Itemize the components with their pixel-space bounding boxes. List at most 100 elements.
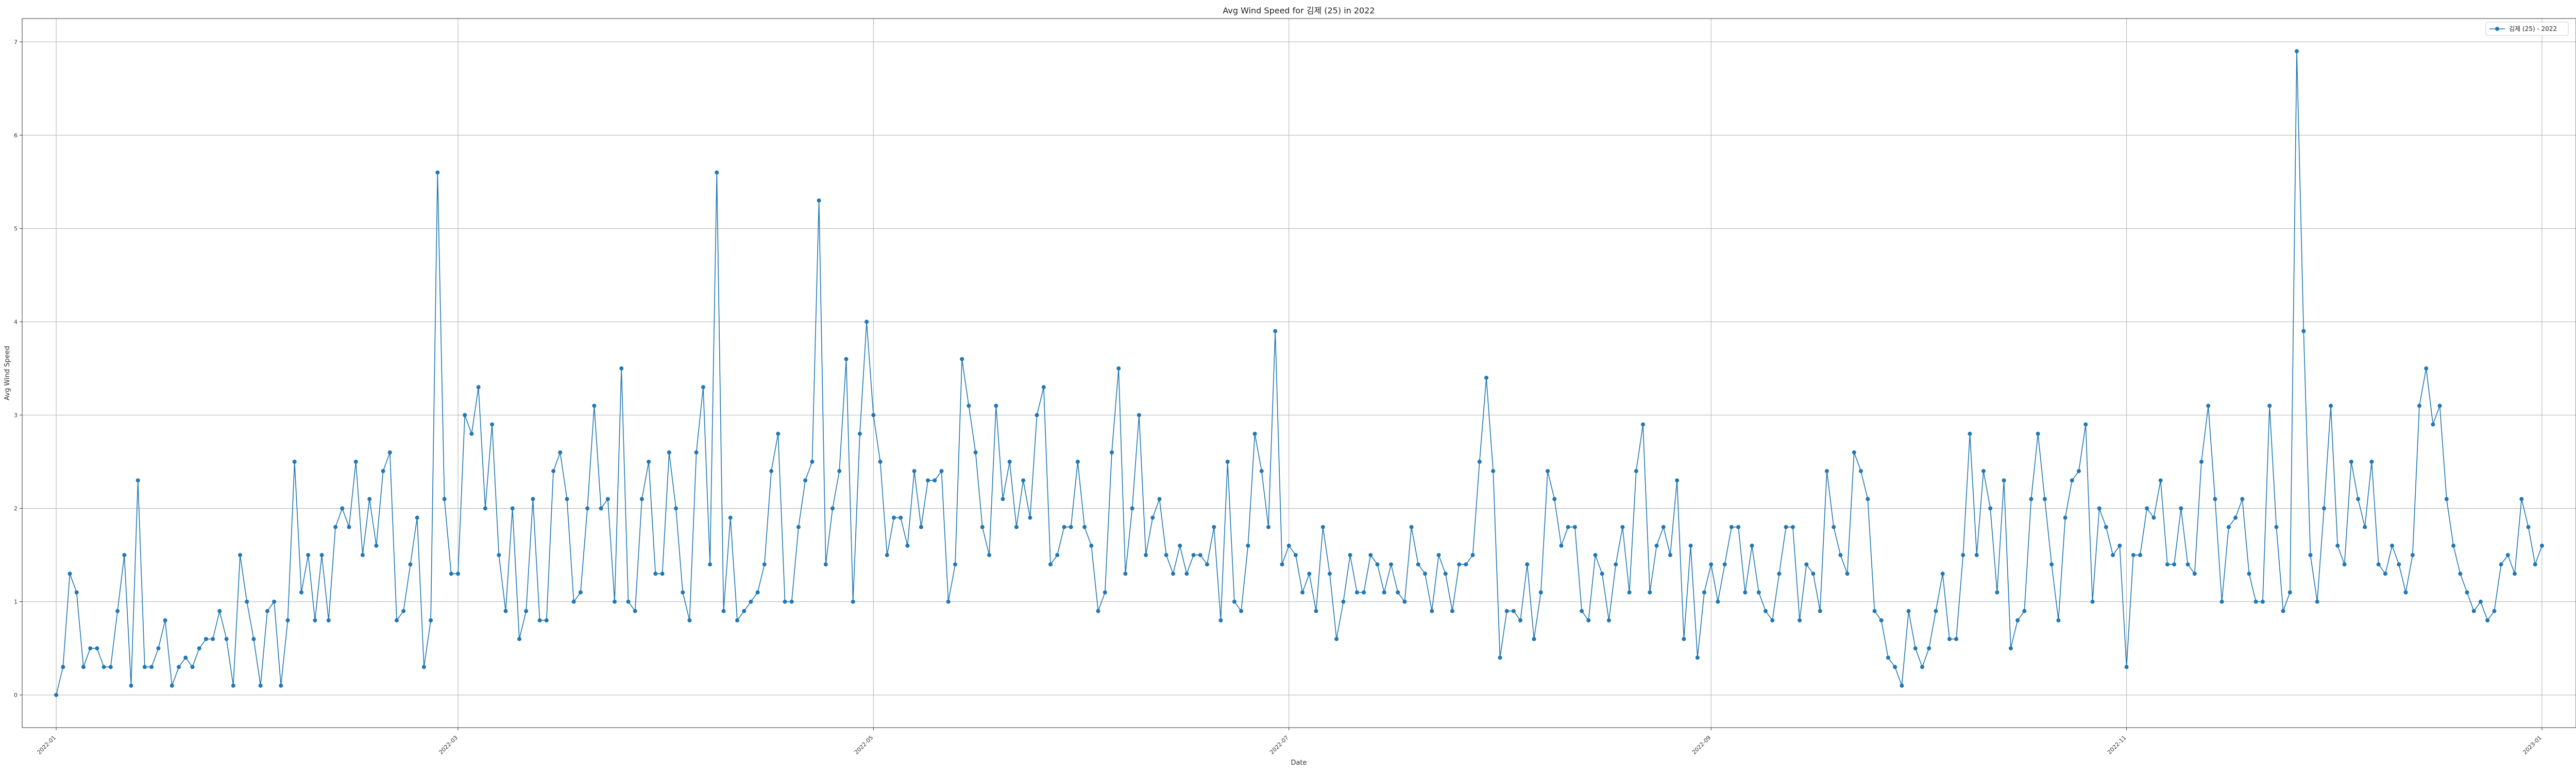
data-point xyxy=(1675,478,1680,483)
data-point xyxy=(1041,385,1046,390)
data-point xyxy=(1130,506,1134,511)
data-point xyxy=(1239,609,1244,613)
data-point xyxy=(851,599,855,604)
data-point xyxy=(2274,525,2279,529)
data-point xyxy=(905,543,910,548)
data-point xyxy=(1021,478,1026,483)
data-point xyxy=(2437,404,2442,408)
data-point xyxy=(2485,618,2490,623)
data-point xyxy=(2002,478,2006,483)
data-point xyxy=(1382,590,1386,595)
data-point xyxy=(2158,478,2163,483)
data-point xyxy=(926,478,930,483)
data-point xyxy=(1055,553,1060,558)
y-axis-label: Avg Wind Speed xyxy=(4,346,11,400)
data-point xyxy=(387,450,392,455)
data-point xyxy=(728,515,733,520)
data-point xyxy=(789,599,794,604)
y-tick-label: 4 xyxy=(14,318,18,325)
data-point xyxy=(2363,525,2367,529)
data-point xyxy=(183,656,188,660)
series-points xyxy=(54,49,2544,697)
data-point xyxy=(1477,460,1482,464)
legend-entry-label: 김제 (25) - 2022 xyxy=(2509,25,2557,32)
data-point xyxy=(2008,646,2013,651)
data-point xyxy=(1879,618,1884,623)
data-point xyxy=(1164,553,1168,558)
data-point xyxy=(1157,497,1162,501)
data-point xyxy=(565,497,569,501)
data-point xyxy=(1252,431,1257,436)
data-point xyxy=(1559,543,1564,548)
data-point xyxy=(1470,553,1475,558)
data-point xyxy=(2036,431,2040,436)
data-point xyxy=(1777,572,1782,576)
data-point xyxy=(395,618,399,623)
data-point xyxy=(1362,590,1366,595)
data-point xyxy=(429,618,433,623)
data-point xyxy=(1722,562,1727,567)
data-point xyxy=(115,609,120,613)
data-point xyxy=(1593,553,1598,558)
data-point xyxy=(592,404,597,408)
y-tick-label: 6 xyxy=(14,132,18,139)
data-point xyxy=(537,618,542,623)
legend: 김제 (25) - 2022 xyxy=(2485,22,2569,36)
data-point xyxy=(122,553,127,558)
data-point xyxy=(95,646,99,651)
data-point xyxy=(1205,562,1209,567)
data-point xyxy=(340,506,345,511)
data-point xyxy=(653,572,658,576)
data-point xyxy=(74,590,79,595)
data-point xyxy=(1546,469,1550,474)
data-point xyxy=(2179,506,2183,511)
data-point xyxy=(2172,562,2177,567)
data-point xyxy=(776,431,781,436)
data-point xyxy=(1028,515,1032,520)
data-point xyxy=(1668,553,1672,558)
data-point xyxy=(1688,543,1693,548)
data-point xyxy=(81,665,86,669)
data-point xyxy=(142,665,147,669)
data-point xyxy=(2513,572,2517,576)
data-point xyxy=(1838,553,1843,558)
data-point xyxy=(558,450,563,455)
data-point xyxy=(1430,609,1434,613)
data-point xyxy=(129,683,133,688)
data-point xyxy=(1341,599,1346,604)
data-point xyxy=(2219,599,2224,604)
data-point xyxy=(721,609,726,613)
y-tick-label: 7 xyxy=(14,39,18,45)
data-point xyxy=(272,599,277,604)
data-point xyxy=(2539,543,2544,548)
data-point xyxy=(490,422,495,427)
data-point xyxy=(2124,665,2129,669)
data-point xyxy=(810,460,815,464)
data-point xyxy=(2349,460,2353,464)
data-point xyxy=(1572,525,1577,529)
data-point xyxy=(1348,553,1352,558)
data-point xyxy=(783,599,787,604)
data-point xyxy=(1150,515,1155,520)
data-point xyxy=(1450,609,1454,613)
data-point xyxy=(1538,590,1543,595)
data-point xyxy=(1790,525,1795,529)
data-point xyxy=(1402,599,1407,604)
data-point xyxy=(258,683,263,688)
data-point xyxy=(1695,656,1700,660)
data-point xyxy=(1354,590,1359,595)
data-point xyxy=(163,618,167,623)
data-point xyxy=(1171,572,1175,576)
data-point xyxy=(1212,525,1216,529)
data-point xyxy=(2321,506,2326,511)
data-point xyxy=(1416,562,1420,567)
data-point xyxy=(463,413,467,417)
data-point xyxy=(2505,553,2510,558)
data-point xyxy=(2301,329,2306,333)
data-point xyxy=(1606,618,1611,623)
data-point xyxy=(531,497,535,501)
data-point xyxy=(1614,562,1618,567)
data-point xyxy=(605,497,610,501)
data-point xyxy=(694,450,699,455)
data-point xyxy=(1423,572,1427,576)
